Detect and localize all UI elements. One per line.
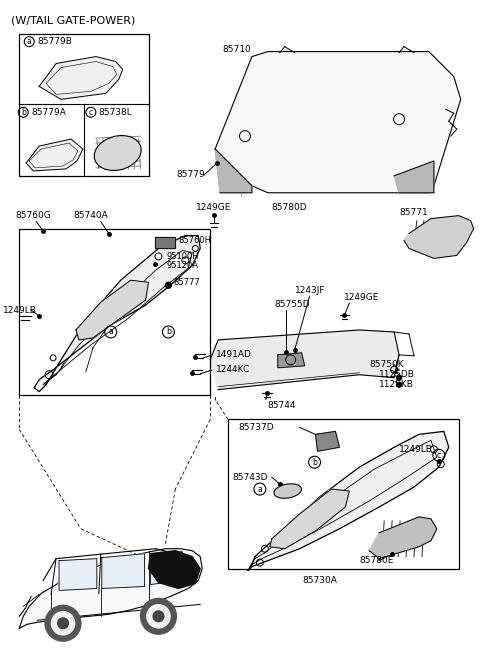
Text: 85710: 85710 (222, 45, 251, 54)
Polygon shape (215, 52, 461, 193)
Text: 1125DB: 1125DB (379, 370, 415, 379)
Polygon shape (76, 280, 148, 340)
Text: 85740A: 85740A (73, 211, 108, 220)
Polygon shape (34, 236, 200, 392)
Polygon shape (369, 517, 437, 559)
Polygon shape (270, 489, 349, 549)
Text: (W/TAIL GATE-POWER): (W/TAIL GATE-POWER) (12, 16, 136, 26)
Text: 85779A: 85779A (31, 108, 66, 117)
Polygon shape (151, 552, 182, 584)
Polygon shape (102, 554, 144, 588)
Bar (19, 34, 148, 176)
Polygon shape (19, 549, 202, 628)
Text: 1491AD: 1491AD (216, 351, 252, 359)
Text: 85760H: 85760H (179, 236, 211, 245)
Circle shape (147, 605, 170, 628)
Circle shape (58, 618, 68, 629)
Polygon shape (26, 139, 83, 171)
Text: 85780E: 85780E (360, 556, 394, 565)
Bar (228, 419, 459, 569)
Polygon shape (215, 149, 252, 193)
Polygon shape (39, 57, 123, 99)
Circle shape (166, 282, 171, 288)
Text: 1249GE: 1249GE (196, 203, 232, 212)
Text: 85755D: 85755D (275, 300, 311, 309)
Circle shape (153, 611, 164, 622)
Text: 85780D: 85780D (272, 203, 307, 212)
Text: a: a (27, 37, 32, 46)
Polygon shape (210, 330, 399, 390)
Text: 1249LB: 1249LB (399, 445, 433, 454)
Circle shape (141, 598, 176, 634)
Polygon shape (248, 432, 449, 571)
Text: b: b (21, 108, 26, 117)
Text: 85750K: 85750K (369, 360, 404, 370)
Text: 1249GE: 1249GE (344, 293, 380, 302)
Circle shape (396, 375, 402, 380)
Text: 85737D: 85737D (238, 423, 274, 432)
Polygon shape (156, 236, 175, 248)
Circle shape (396, 382, 402, 387)
Ellipse shape (94, 136, 141, 170)
Text: 85771: 85771 (399, 208, 428, 217)
Polygon shape (394, 161, 434, 193)
Text: 85779: 85779 (176, 170, 205, 180)
Text: 1249LB: 1249LB (3, 306, 37, 315)
Text: a: a (108, 327, 113, 336)
Text: b: b (312, 458, 317, 467)
Ellipse shape (274, 484, 301, 498)
Text: 85738L: 85738L (99, 108, 132, 117)
Text: 95120A: 95120A (167, 261, 198, 270)
Polygon shape (59, 559, 97, 590)
Circle shape (51, 612, 75, 635)
Text: 1244KC: 1244KC (216, 365, 251, 374)
Text: 1125KB: 1125KB (379, 380, 414, 389)
Circle shape (45, 605, 81, 641)
Text: 85779B: 85779B (37, 37, 72, 46)
Text: 95100H: 95100H (167, 252, 199, 261)
Text: c: c (89, 108, 93, 117)
Polygon shape (315, 432, 339, 451)
Text: 85777: 85777 (173, 278, 200, 287)
Text: 85760G: 85760G (15, 211, 51, 220)
Bar (19, 229, 210, 394)
Text: 85743D: 85743D (232, 473, 267, 482)
Text: 85744: 85744 (268, 401, 296, 410)
Polygon shape (278, 353, 305, 368)
Text: b: b (166, 327, 171, 336)
Text: c: c (437, 451, 441, 460)
Text: a: a (257, 485, 262, 494)
Polygon shape (148, 550, 200, 588)
Polygon shape (404, 215, 474, 259)
Text: 85730A: 85730A (302, 576, 337, 585)
Text: 1243JF: 1243JF (295, 286, 325, 295)
